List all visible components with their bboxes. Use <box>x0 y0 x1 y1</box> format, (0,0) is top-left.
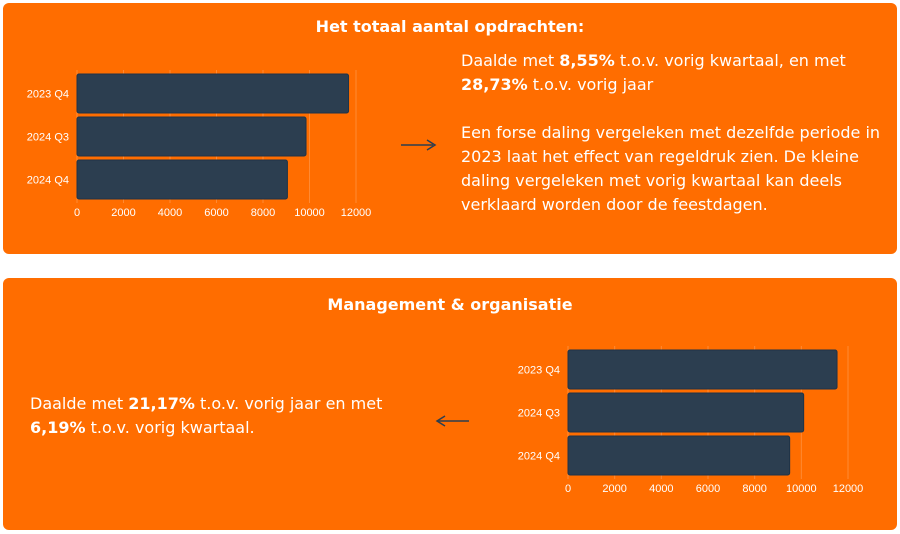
x-tick-label: 6000 <box>204 207 228 219</box>
bar-2023-q4 <box>76 73 350 114</box>
y-tick-label: 2023 Q4 <box>518 365 560 377</box>
bar-2024-q3 <box>567 392 805 433</box>
y-tick-label: 2024 Q4 <box>27 175 69 187</box>
x-tick-label: 12000 <box>833 483 864 495</box>
x-tick-label: 0 <box>565 483 571 495</box>
arrow-right-icon <box>401 139 437 151</box>
panel-title: Het totaal aantal opdrachten: <box>315 17 585 36</box>
bar-2023-q4 <box>567 349 838 390</box>
panel-title: Management & organisatie <box>327 295 573 314</box>
x-tick-label: 10000 <box>786 483 817 495</box>
arrow-left-icon <box>435 415 469 427</box>
summary-text: Daalde met 21,17% t.o.v. vorig jaar en m… <box>30 394 383 437</box>
panel-total-assignments: Het totaal aantal opdrachten: 0 2000 4000 6… <box>3 3 897 254</box>
x-tick-label: 4000 <box>158 207 182 219</box>
bar-2024-q4 <box>76 159 288 200</box>
x-tick-label: 12000 <box>341 207 372 219</box>
explanation-text: Een forse daling vergeleken met dezelfde… <box>461 123 881 214</box>
summary-text: Daalde met 8,55% t.o.v. vorig kwartaal, … <box>461 51 846 94</box>
y-tick-label: 2024 Q3 <box>518 408 560 420</box>
x-tick-label: 6000 <box>696 483 720 495</box>
bar-chart-management: 0 2000 4000 6000 8000 10000 12000 2023 Q4 2024 Q… <box>518 346 864 495</box>
bar-2024-q4 <box>567 435 791 476</box>
x-tick-label: 4000 <box>649 483 673 495</box>
x-tick-label: 2000 <box>111 207 135 219</box>
bar-2024-q3 <box>76 116 307 157</box>
x-tick-label: 8000 <box>251 207 275 219</box>
y-tick-label: 2024 Q4 <box>518 451 560 463</box>
panel-management: Management & organisatie Daalde met 21,1… <box>3 278 897 530</box>
bar-chart-total: 0 2000 4000 6000 8000 10000 12000 2023 Q4 2024 Q… <box>27 70 372 219</box>
x-tick-label: 0 <box>74 207 80 219</box>
x-tick-label: 10000 <box>294 207 325 219</box>
x-tick-label: 8000 <box>742 483 766 495</box>
y-tick-label: 2024 Q3 <box>27 132 69 144</box>
y-tick-label: 2023 Q4 <box>27 89 69 101</box>
x-tick-label: 2000 <box>602 483 626 495</box>
